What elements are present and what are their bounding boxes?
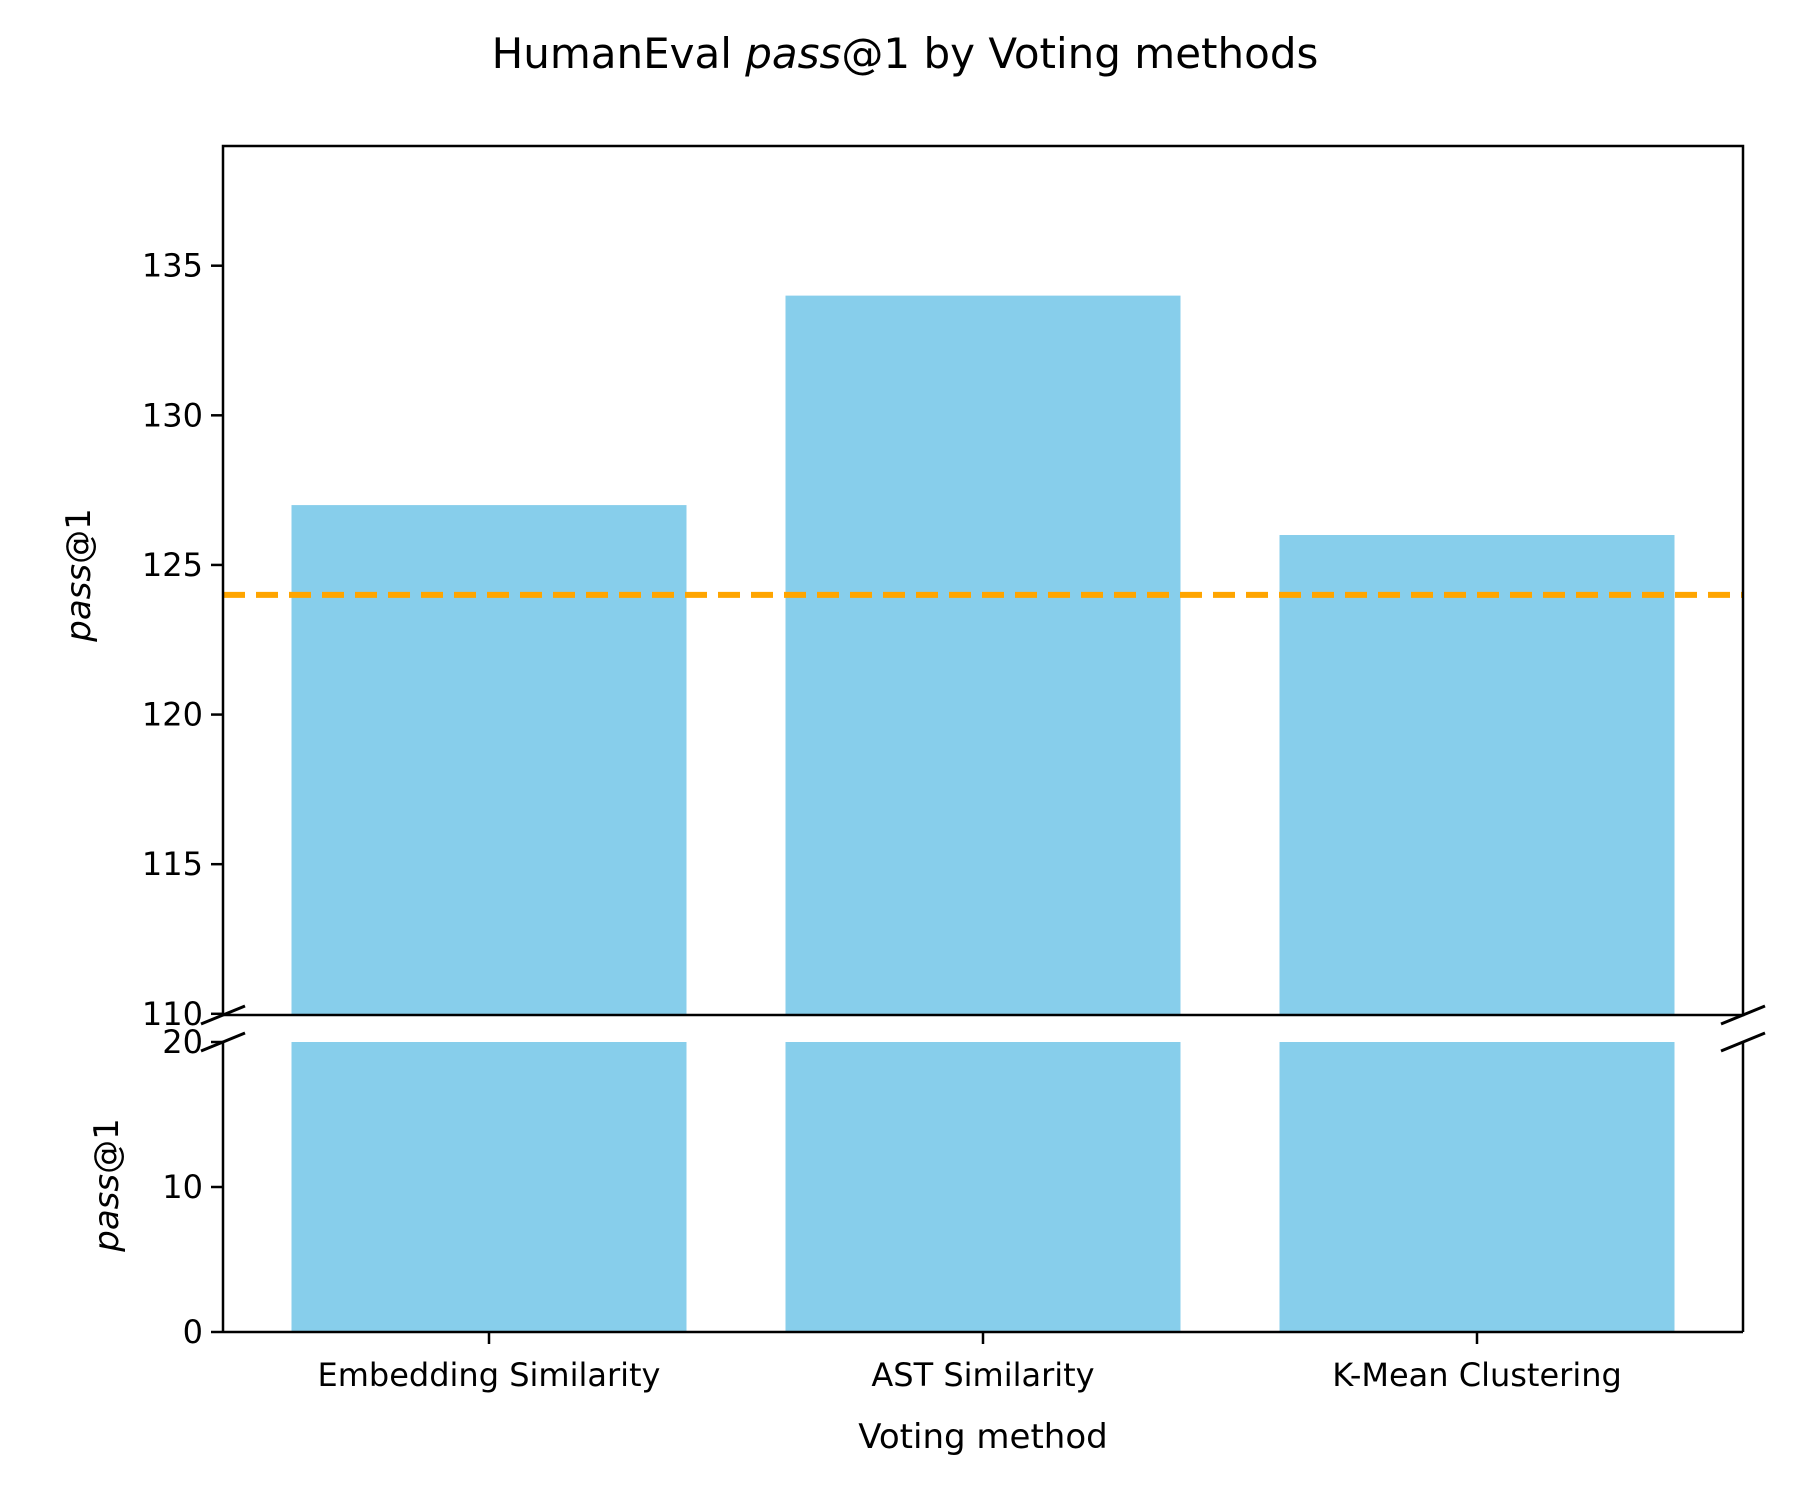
x-ticks: Embedding Similarity AST Similarity K-Mean…: [318, 1332, 1622, 1394]
upper-y-tick-label-3: 125: [142, 546, 203, 584]
bar-upper-0: [291, 505, 687, 1015]
upper-y-tick-label-2: 120: [142, 696, 203, 734]
lower-bars: [291, 1042, 1675, 1332]
upper-bars: [291, 295, 1675, 1015]
x-tick-label-2: K-Mean Clustering: [1332, 1356, 1622, 1394]
lower-y-tick-label-1: 10: [162, 1168, 203, 1206]
break-mark-1: [1720, 1004, 1766, 1026]
bar-lower-2: [1279, 1042, 1675, 1332]
break-mark-2: [200, 1031, 246, 1053]
x-tick-label-1: AST Similarity: [871, 1356, 1094, 1394]
upper-y-tick-label-4: 130: [142, 396, 203, 434]
lower-y-axis-label: pass@1: [87, 1118, 127, 1253]
bar-upper-2: [1279, 535, 1675, 1015]
upper-y-ticks: 110 115 120 125 130 135: [142, 247, 223, 1033]
x-axis-label: Voting method: [858, 1417, 1107, 1457]
upper-y-tick-label-5: 135: [142, 247, 203, 285]
upper-axes-frame: [221, 144, 1745, 1017]
bar-lower-1: [785, 1042, 1181, 1332]
upper-y-tick-label-0: 110: [142, 995, 203, 1033]
lower-y-tick-label-2: 20: [162, 1023, 203, 1061]
upper-y-axis-label: pass@1: [59, 508, 99, 643]
break-mark-0: [200, 1004, 246, 1026]
lower-y-ticks: 0 10 20: [162, 1023, 223, 1351]
bar-upper-1: [785, 295, 1181, 1015]
bar-lower-0: [291, 1042, 687, 1332]
lower-y-tick-label-0: 0: [183, 1313, 203, 1351]
upper-y-tick-label-1: 115: [142, 845, 203, 883]
chart-title: HumanEval pass@1 by Voting methods: [492, 29, 1319, 78]
axis-break-marks: [200, 1004, 1766, 1053]
x-tick-label-0: Embedding Similarity: [318, 1356, 661, 1394]
break-mark-3: [1720, 1031, 1766, 1053]
